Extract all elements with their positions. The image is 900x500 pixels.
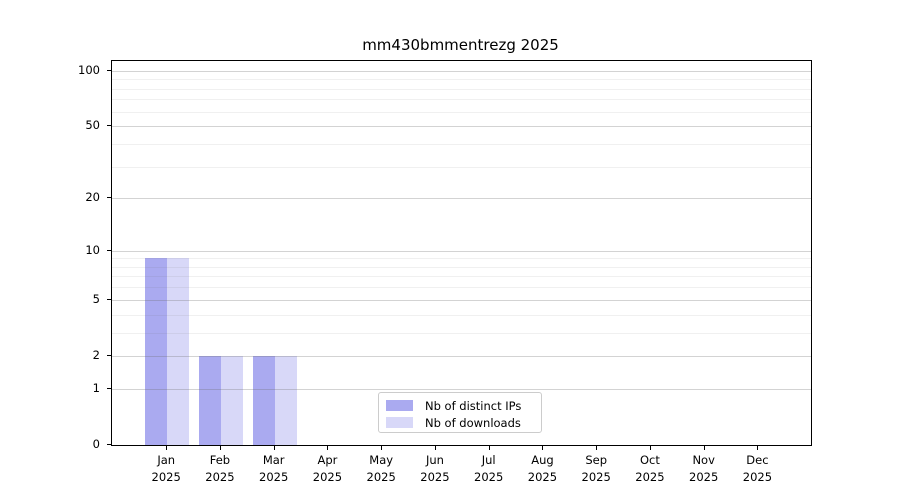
minor-gridline [112,99,811,101]
bar-downloads [220,355,243,445]
x-tick-mark [703,445,705,450]
x-tick-label: Apr 2025 [312,453,343,484]
y-tick-mark [107,249,111,251]
x-tick-mark [273,445,275,450]
minor-gridline [112,314,811,316]
bar-downloads [167,258,190,445]
major-gridline [112,250,811,252]
minor-gridline [112,88,811,90]
y-tick-label: 0 [92,437,100,451]
y-tick-mark [107,444,111,445]
chart-title: mm430bmmentrezg 2025 [362,36,559,54]
major-gridline [112,355,811,357]
x-tick-label: Mar 2025 [259,453,289,484]
grid-layer [112,61,811,445]
minor-gridline [112,276,811,278]
minor-gridline [112,143,811,145]
legend-label: Nb of distinct IPs [425,398,522,413]
y-tick-label: 5 [92,291,100,306]
x-tick-mark [381,445,383,450]
minor-gridline [112,111,811,113]
x-tick-mark [542,445,544,450]
x-tick-label: Aug 2025 [527,453,558,484]
x-tick-label: May 2025 [366,453,396,484]
y-tick-mark [107,298,111,300]
x-tick-mark [757,445,759,450]
legend-item: Nb of distinct IPs [379,397,541,414]
legend-swatch-distinct-ips [386,400,413,411]
x-tick-label: Oct 2025 [635,453,665,484]
legend-item: Nb of downloads [379,414,541,431]
x-tick-mark [596,445,598,450]
x-tick-mark [166,445,168,450]
major-gridline [112,70,811,72]
x-tick-label: Jul 2025 [474,453,504,484]
x-tick-mark [488,445,490,450]
major-gridline [112,126,811,128]
y-tick-label: 100 [78,62,100,77]
minor-gridline [112,287,811,289]
legend-label: Nb of downloads [425,415,521,430]
major-gridline [112,198,811,200]
x-tick-mark [434,445,436,450]
y-tick-label: 20 [85,190,100,205]
x-tick-label: Feb 2025 [205,453,235,484]
major-gridline [112,388,811,390]
bar-distinct-ips [198,355,221,445]
minor-gridline [112,79,811,81]
y-tick-mark [107,354,111,356]
x-tick-label: Dec 2025 [742,453,773,484]
x-tick-mark [219,445,221,450]
plot-area [111,60,812,446]
bar-distinct-ips [145,258,168,445]
legend: Nb of distinct IPs Nb of downloads [378,392,542,433]
x-tick-label: Sep 2025 [581,453,611,484]
x-tick-label: Jun 2025 [420,453,450,484]
y-tick-mark [107,69,111,71]
x-tick-label: Jan 2025 [151,453,181,484]
bar-downloads [274,355,297,445]
bar-distinct-ips [252,355,275,445]
minor-gridline [112,266,811,268]
x-tick-label: Nov 2025 [689,453,719,484]
y-tick-mark [107,197,111,199]
y-tick-label: 2 [92,347,100,362]
legend-swatch-downloads [386,417,413,428]
bars-layer [112,61,811,445]
x-tick-mark [649,445,651,450]
y-tick-mark [107,387,111,389]
y-tick-label: 50 [85,118,100,133]
minor-gridline [112,332,811,334]
y-tick-mark [107,125,111,127]
minor-gridline [112,166,811,168]
major-gridline [112,299,811,301]
x-tick-mark [327,445,329,450]
y-tick-label: 1 [92,380,100,395]
minor-gridline [112,258,811,260]
y-tick-label: 10 [85,242,100,257]
